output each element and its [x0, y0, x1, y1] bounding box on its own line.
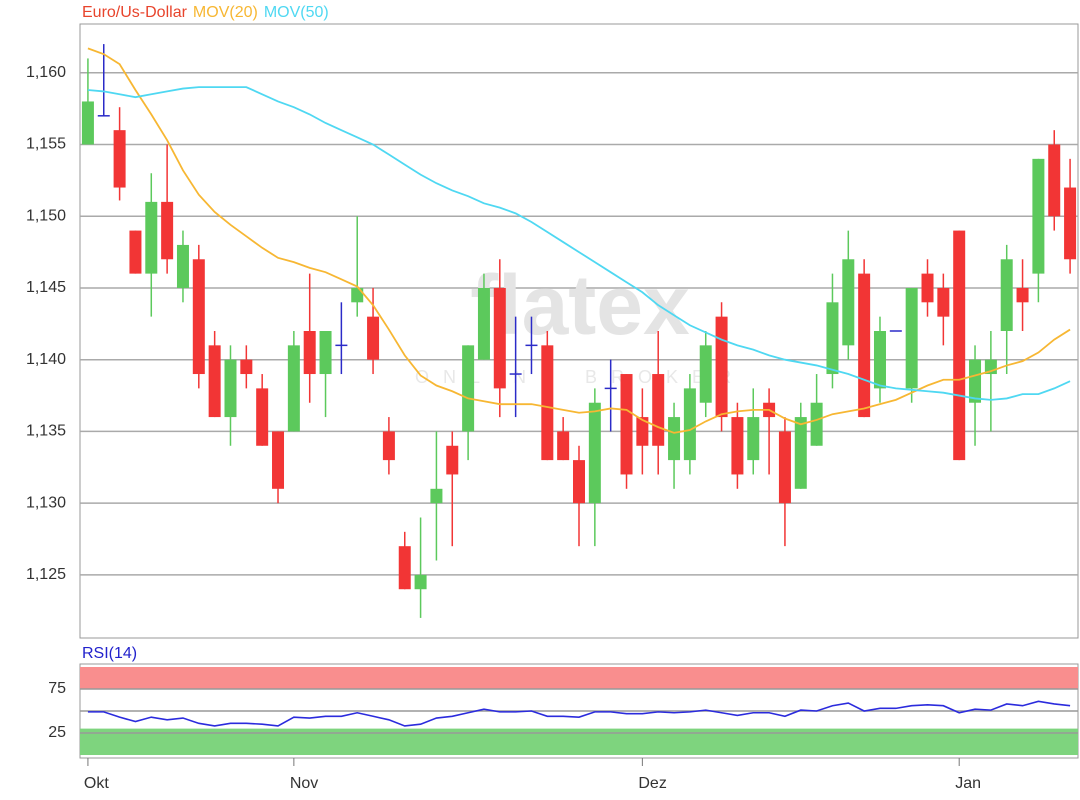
y-tick-label: 1,125 — [26, 566, 66, 583]
watermark: flatex — [470, 258, 690, 352]
candle-body — [208, 345, 221, 418]
candle-body — [573, 460, 585, 504]
candle-body — [636, 417, 649, 446]
candle-body — [1032, 158, 1045, 274]
candle-body — [367, 316, 380, 360]
x-tick-label: Nov — [290, 775, 318, 792]
candle-body — [652, 374, 665, 446]
candle-body — [668, 417, 681, 461]
candle-body — [873, 331, 886, 389]
candle-body — [446, 445, 459, 475]
candle-body — [921, 273, 934, 303]
rsi-title: RSI(14) — [82, 645, 137, 662]
candle-body — [176, 244, 189, 288]
candle-body — [382, 431, 395, 461]
rsi-band — [80, 666, 1078, 689]
candle-body — [224, 359, 237, 418]
y-tick-label: 1,145 — [26, 279, 66, 296]
candle-body — [905, 287, 918, 389]
rsi-plot — [80, 666, 1078, 756]
candle-body — [129, 230, 142, 274]
candle-body — [778, 431, 791, 504]
candle-body — [462, 345, 475, 432]
candle-body — [81, 101, 94, 145]
candle-body — [620, 374, 633, 475]
candle-body — [477, 287, 490, 360]
legend-entry: MOV(20) — [193, 4, 258, 21]
y-tick-label: 1,130 — [26, 494, 66, 511]
candle-body — [541, 345, 554, 461]
candle-body — [161, 201, 174, 260]
candle-body — [826, 302, 839, 375]
candle-body — [937, 287, 950, 317]
legend-entry: MOV(50) — [264, 4, 329, 21]
y-tick-label: 1,160 — [26, 64, 66, 81]
y-tick-label: 1,140 — [26, 351, 66, 368]
candle-body — [953, 230, 966, 461]
candle-body — [145, 201, 158, 274]
candle-body — [699, 345, 712, 403]
candle-body — [192, 259, 205, 375]
candle-body — [303, 331, 316, 375]
candles — [81, 44, 1077, 618]
candle-body — [858, 273, 871, 418]
candle-body — [1016, 287, 1029, 303]
candle-body — [1064, 187, 1077, 260]
candle-body — [747, 417, 760, 461]
candle-body — [683, 388, 696, 461]
candle-body — [842, 259, 855, 346]
candle-body — [1048, 144, 1061, 217]
x-tick-label: Dez — [638, 775, 666, 792]
x-tick-label: Jan — [955, 775, 981, 792]
candle-body — [287, 345, 300, 432]
rsi-line — [87, 700, 1071, 727]
candle-body — [557, 431, 570, 461]
candle-body — [810, 402, 823, 446]
y-tick-label: 25 — [48, 724, 66, 741]
candle-body — [794, 417, 807, 489]
y-tick-label: 1,135 — [26, 423, 66, 440]
candle-body — [493, 287, 506, 389]
candle-body — [1000, 259, 1013, 331]
candle-body — [272, 431, 285, 489]
y-tick-label: 75 — [48, 680, 66, 697]
candle-body — [398, 546, 411, 590]
candle-body — [256, 388, 269, 446]
candle-body — [414, 574, 427, 590]
candle-body — [731, 417, 744, 475]
y-tick-label: 1,150 — [26, 207, 66, 224]
candle-body — [715, 316, 728, 418]
candle-body — [969, 359, 982, 403]
candle-body — [351, 287, 364, 303]
candle-body — [113, 130, 126, 188]
chart-title: Euro/Us-Dollar — [82, 4, 188, 21]
candle-body — [240, 359, 253, 375]
y-tick-label: 1,155 — [26, 136, 66, 153]
candle-body — [319, 331, 332, 375]
moving-average-line — [87, 86, 1071, 401]
x-tick-label: Okt — [84, 775, 109, 792]
candle-body — [430, 488, 443, 504]
candle-body — [588, 402, 601, 504]
moving-average-line — [87, 47, 1071, 434]
